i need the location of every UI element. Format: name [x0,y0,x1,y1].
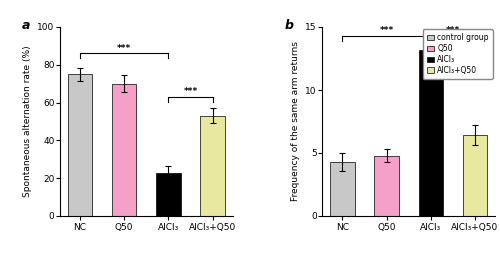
Bar [200,116,225,216]
Text: b: b [284,19,294,32]
Text: ***: *** [380,26,394,35]
Bar [330,162,354,216]
Text: ***: *** [117,43,132,52]
Text: a: a [22,19,30,32]
Bar [68,74,92,216]
Y-axis label: Spontaneous alternation rate (%): Spontaneous alternation rate (%) [22,46,32,197]
Text: ***: *** [446,26,460,35]
Y-axis label: Frequency of the same arm returns: Frequency of the same arm returns [291,42,300,201]
Text: ***: *** [184,87,198,96]
Bar [374,156,398,216]
Bar [463,135,487,216]
Legend: control group, Q50, AlCl₃, AlCl₃+Q50: control group, Q50, AlCl₃, AlCl₃+Q50 [423,29,492,79]
Bar [156,173,180,216]
Bar [418,50,443,216]
Bar [112,84,136,216]
